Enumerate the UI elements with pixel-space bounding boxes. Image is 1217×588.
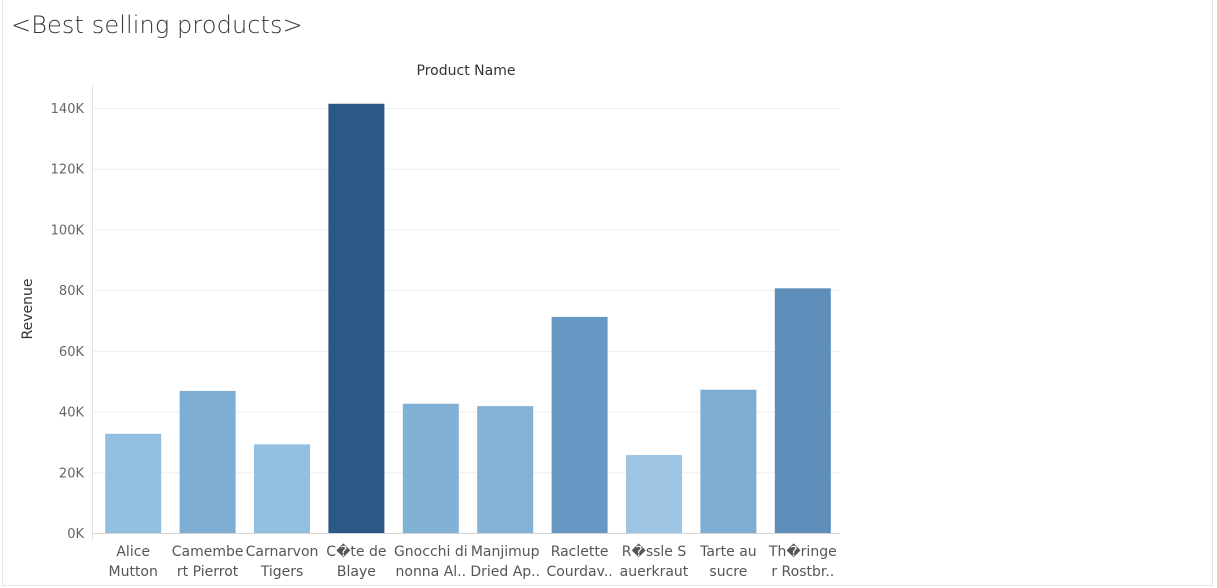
x-tick-label: Dried Ap.. [470, 564, 540, 580]
x-tick-label: Tarte au [699, 544, 757, 560]
bar[interactable] [254, 444, 310, 533]
x-tick-label: Gnocchi di [394, 544, 468, 560]
y-tick-label: 60K [59, 345, 85, 360]
page-title: <Best selling products> [11, 11, 303, 39]
y-tick-label: 80K [59, 284, 85, 299]
y-tick-label: 100K [51, 223, 85, 238]
x-axis-labels: Alice Mutton Camembe rt Pierrot Carnarvon Tig… [109, 543, 837, 580]
bars [105, 103, 831, 533]
bar[interactable] [551, 316, 608, 533]
y-tick-label: 140K [51, 102, 85, 117]
bar[interactable] [774, 288, 831, 533]
x-tick-label: Tigers [260, 564, 304, 580]
x-tick-label: Raclette [551, 544, 609, 560]
x-tick-label: Alice [116, 544, 150, 560]
x-tick-label: Blaye [337, 564, 376, 580]
y-axis-title: Revenue [20, 279, 36, 340]
y-tick-label: 20K [59, 466, 85, 481]
x-tick-label: Th�ringe [768, 543, 837, 560]
x-tick-label: nonna Al.. [396, 564, 467, 580]
x-tick-label: sucre [709, 564, 747, 580]
y-tick-label: 0K [67, 527, 84, 542]
x-tick-label: Carnarvon [246, 544, 319, 560]
x-tick-label: R�ssle S [622, 543, 687, 560]
bar[interactable] [328, 103, 385, 533]
x-tick-label: C�te de [326, 543, 386, 560]
x-tick-label: Manjimup [471, 544, 540, 560]
x-tick-label: auerkraut [620, 564, 689, 580]
bar[interactable] [477, 406, 534, 533]
bar[interactable] [626, 454, 682, 533]
y-axis-ticks: 0K 20K 40K 60K 80K 100K 120K 140K [51, 102, 85, 542]
bar[interactable] [402, 403, 459, 533]
x-tick-label: Courdav.. [546, 564, 612, 580]
x-tick-label: rt Pierrot [177, 564, 239, 580]
x-tick-label: Mutton [109, 564, 158, 580]
y-tick-label: 40K [59, 406, 85, 421]
x-tick-label: Camembe [172, 544, 244, 560]
column-header-label: Product Name [417, 63, 516, 79]
bar[interactable] [105, 433, 162, 533]
bar[interactable] [700, 389, 757, 533]
bar[interactable] [179, 390, 236, 533]
y-tick-label: 120K [51, 163, 85, 178]
x-tick-label: r Rostbr.. [771, 564, 834, 580]
